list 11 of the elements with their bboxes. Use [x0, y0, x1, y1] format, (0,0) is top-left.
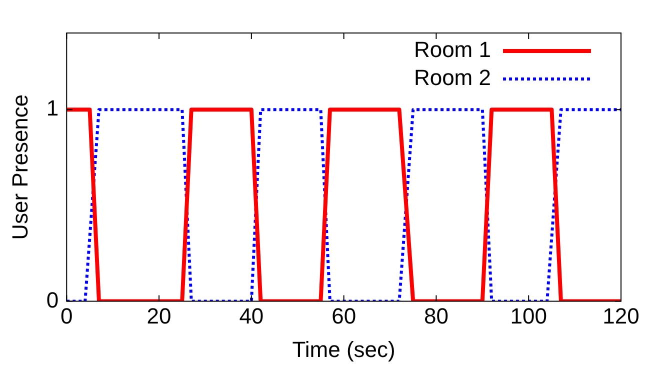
x-tick-label: 120: [602, 303, 640, 328]
legend-label: Room 2: [414, 65, 491, 90]
x-tick-label: 20: [146, 303, 172, 328]
legend-label: Room 1: [414, 37, 491, 62]
x-tick-label: 40: [239, 303, 264, 328]
x-tick-label: 60: [332, 303, 356, 328]
y-axis-title: User Presence: [7, 94, 32, 240]
y-tick-label: 1: [46, 96, 59, 121]
x-tick-label: 100: [510, 303, 547, 328]
x-tick-label: 80: [424, 303, 448, 328]
x-axis-title: Time (sec): [292, 336, 396, 362]
